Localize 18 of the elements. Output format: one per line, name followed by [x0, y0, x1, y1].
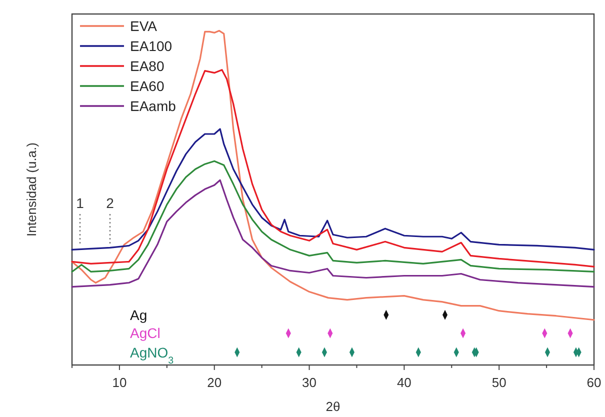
- annotation: 1: [76, 195, 84, 211]
- x-tick-label: 10: [112, 375, 127, 390]
- x-tick-label: 30: [302, 375, 317, 390]
- text: AgNO$_{3}$: [130, 344, 174, 366]
- text: AgCl: [130, 325, 160, 342]
- legend-label: EA100: [130, 38, 172, 54]
- legend-label: EAamb: [130, 98, 176, 114]
- annotation: 2: [106, 195, 114, 211]
- text: Ag: [130, 306, 148, 323]
- x-tick-label: 50: [492, 375, 506, 390]
- legend-label: EVA: [130, 18, 158, 34]
- x-tick-label: 40: [396, 375, 412, 390]
- legend-label: EA60: [130, 78, 164, 94]
- y-axis-title: Intensidad (u.a.): [24, 142, 39, 236]
- x-tick-label: 20: [207, 375, 222, 390]
- x-axis-title: 2θ: [326, 399, 340, 414]
- x-tick-label: 60: [586, 375, 602, 390]
- legend-label: EA80: [130, 58, 164, 74]
